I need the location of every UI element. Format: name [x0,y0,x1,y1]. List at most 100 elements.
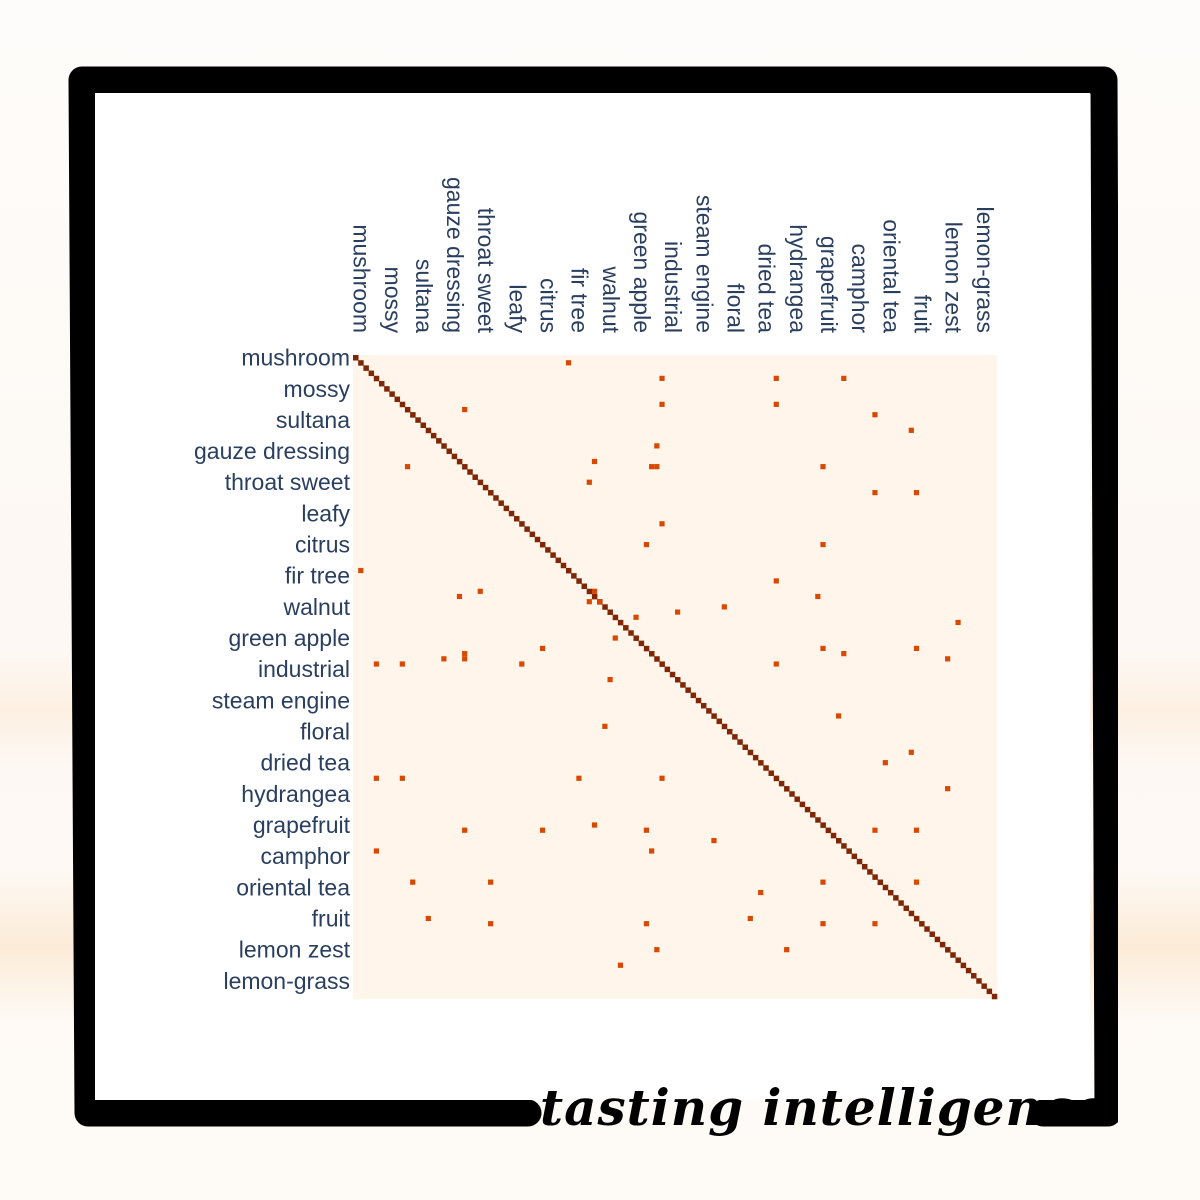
heatmap-cell-diagonal [856,858,863,865]
heatmap-cell-diagonal [384,386,390,392]
heatmap-cell [576,775,582,781]
heatmap-cell-diagonal [675,677,681,683]
heatmap-cell-diagonal [493,495,499,501]
heatmap-cell-diagonal [882,884,889,891]
heatmap-cell [659,375,665,381]
heatmap-cell-diagonal [586,588,593,595]
heatmap-cell [539,827,546,833]
heatmap-cell-diagonal [514,516,520,522]
heatmap-cell-diagonal [804,806,811,813]
heatmap-cell-diagonal [695,697,702,704]
heatmap-cell-diagonal [789,791,795,797]
heatmap-cell-diagonal [529,531,536,538]
heatmap-cell [654,464,660,470]
heatmap-cell [815,593,821,600]
heatmap-cell [477,588,483,594]
y-tick-label: mushroom [241,345,350,371]
heatmap-cell-diagonal [877,879,884,886]
heatmap-cell-diagonal [965,967,972,974]
heatmap-cell-diagonal [425,427,432,434]
heatmap-cell-diagonal [908,910,915,917]
heatmap-cell [659,521,665,527]
heatmap-cell-diagonal [778,780,785,787]
heatmap-cell [591,458,598,465]
heatmap-cell-diagonal [591,593,598,600]
heatmap-cell-diagonal [420,422,427,429]
heatmap-cell-diagonal [555,557,562,564]
heatmap-cell-diagonal [539,541,546,548]
heatmap-cell [565,360,572,366]
x-tick-label: floral [723,283,749,333]
heatmap-cell [882,760,888,766]
y-tick-label: steam engine [212,687,350,713]
heatmap-cell [462,406,468,413]
heatmap-cell [643,541,650,548]
y-tick-label: oriental tea [236,874,350,900]
heatmap-cell-diagonal [960,962,967,969]
heatmap-cell-diagonal [971,973,977,979]
heatmap-cell-diagonal [560,562,567,569]
heatmap-cell [373,775,379,781]
x-tick-label: steam engine [691,195,717,333]
heatmap-cell [643,921,650,927]
heatmap-cell-diagonal [898,900,904,906]
heatmap-cell [872,490,878,496]
brand-logo-text: tasting intelligence [540,1078,1108,1137]
heatmap-cell [441,656,447,662]
heatmap-cell-diagonal [737,739,743,745]
heatmap-cell [841,651,847,657]
heatmap-cell-diagonal [669,671,676,678]
heatmap-cell-diagonal [913,915,920,922]
heatmap-cell-diagonal [664,666,671,673]
y-tick-label: green apple [229,625,351,651]
heatmap-cell [773,578,779,584]
x-tick-label: mushroom [349,224,375,333]
heatmap-cell [913,827,920,833]
y-tick-label: fir tree [285,563,350,589]
heatmap-cell-diagonal [685,687,691,693]
heatmap-cell-diagonal [358,360,364,366]
y-tick-label: gauze dressing [194,438,350,464]
y-tick-label: walnut [283,594,351,620]
heatmap-cell-diagonal [934,936,941,943]
heatmap-cell [602,723,608,729]
heatmap-cell [820,645,826,652]
heatmap-cell [410,879,416,885]
heatmap-cell [456,593,463,600]
heatmap-cell-diagonal [726,728,733,735]
heatmap-cell [820,541,826,548]
heatmap-cell-diagonal [545,547,551,553]
heatmap-cell [591,822,598,828]
heatmap-cell-diagonal [830,832,837,839]
heatmap-cell [539,645,546,652]
heatmap-cell-diagonal [758,760,764,766]
heatmap-cell-diagonal [924,926,930,932]
heatmap-cell [654,443,660,449]
heatmap-cell [908,427,914,433]
heatmap-cell-diagonal [602,604,608,610]
heatmap-cell-diagonal [836,838,842,844]
heatmap-cell-diagonal [794,796,800,802]
heatmap-cell [597,599,603,605]
heatmap-cell [373,848,379,854]
heatmap-cell-diagonal [887,889,894,896]
heatmap-cell-diagonal [467,469,473,475]
heatmap-cell-diagonal [976,978,982,984]
heatmap-cell-diagonal [415,417,421,423]
x-tick-label: lemon zest [941,222,967,334]
y-tick-label: industrial [258,656,350,682]
heatmap-cell-diagonal [711,713,717,719]
heatmap-cell-diagonal [488,490,494,496]
heatmap-cell-diagonal [399,401,406,408]
x-tick-label: gauze dressing [442,177,468,333]
heatmap-cell [633,614,639,620]
heatmap-cell-diagonal [851,853,858,860]
heatmap-cell-diagonal [508,510,515,517]
x-tick-label: oriental tea [878,219,904,333]
heatmap-cell-diagonal [763,765,769,771]
heatmap-cell [488,921,494,927]
heatmap-cell-diagonal [363,365,369,371]
heatmap-cell [872,412,878,418]
heatmap-cell [872,921,878,927]
